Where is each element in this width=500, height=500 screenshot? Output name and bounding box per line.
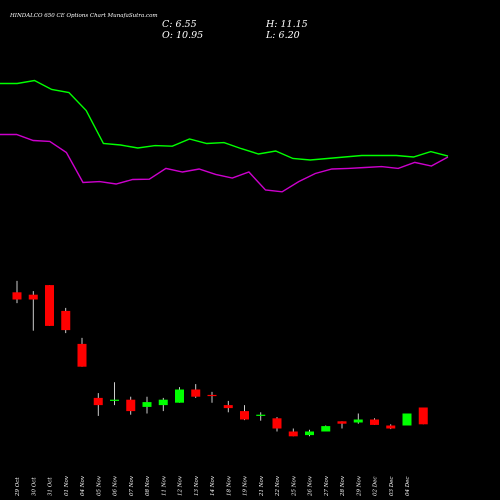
candle-body	[28, 294, 38, 300]
candle	[45, 285, 54, 326]
candle-body	[126, 399, 136, 412]
candle	[191, 384, 201, 398]
candle	[61, 307, 71, 334]
candle-body	[240, 411, 249, 420]
close-value: C: 6.55	[162, 19, 197, 30]
candle-body	[110, 399, 119, 401]
candle	[110, 382, 119, 406]
candle-body	[305, 431, 314, 436]
candle-body	[353, 419, 363, 423]
upper-band-line	[0, 79, 449, 161]
x-tick-label: 04 Nov	[80, 475, 86, 496]
x-tick-label: 05 Nov	[96, 475, 102, 496]
x-tick-label: 12 Nov	[178, 475, 184, 496]
candle-body	[77, 343, 87, 367]
candle	[77, 337, 87, 367]
lower-band-line	[0, 133, 449, 193]
candle	[93, 393, 103, 416]
x-tick-label: 14 Nov	[210, 475, 216, 496]
candle	[386, 424, 396, 430]
candle-body	[288, 431, 298, 437]
candle	[337, 421, 347, 429]
x-tick-label: 27 Nov	[324, 475, 330, 497]
x-tick-label: 13 Nov	[194, 475, 200, 496]
high-value: H: 11.15	[265, 19, 308, 30]
candle	[370, 418, 379, 425]
candle	[418, 407, 428, 425]
candle-body	[12, 292, 22, 300]
candle	[272, 417, 282, 432]
candle-body	[158, 399, 168, 406]
candle	[321, 425, 331, 432]
x-tick-label: 04 Dec	[405, 477, 411, 497]
x-tick-label: 18 Nov	[226, 475, 232, 496]
x-tick-label: 26 Nov	[308, 475, 314, 497]
candle	[12, 280, 22, 304]
x-tick-label: 02 Dec	[373, 477, 379, 497]
candle	[175, 387, 184, 403]
x-tick-label: 29 Nov	[356, 475, 362, 497]
candle	[288, 428, 298, 437]
candle	[402, 413, 412, 426]
candle-body	[142, 402, 152, 407]
x-tick-label: 08 Nov	[145, 475, 151, 496]
candle-body	[93, 397, 103, 406]
x-tick-label: 29 Oct	[15, 477, 21, 497]
x-tick-label: 28 Nov	[340, 475, 346, 497]
chart-title: HINDALCO 650 CE Options Chart MunafaSutr…	[9, 13, 158, 19]
band-lines	[0, 79, 449, 193]
candle-body	[272, 418, 282, 429]
candle	[305, 429, 314, 437]
x-tick-label: 31 Oct	[48, 477, 54, 496]
candle	[207, 391, 217, 403]
x-tick-label: 30 Oct	[31, 477, 37, 496]
x-tick-label: 19 Nov	[243, 475, 249, 496]
candle-body	[61, 310, 71, 331]
x-tick-label: 21 Nov	[259, 475, 265, 497]
candle-body	[207, 394, 217, 397]
x-tick-label: 22 Nov	[275, 475, 281, 497]
x-axis-labels: 29 Oct 30 Oct 31 Oct 01 Nov 04 Nov 05 Nov 06 N…	[15, 475, 411, 497]
x-tick-label: 03 Dec	[389, 477, 395, 497]
candle-body	[402, 413, 412, 426]
x-tick-label: 06 Nov	[113, 475, 119, 496]
candle-body	[321, 426, 331, 432]
low-value: L: 6.20	[265, 30, 300, 41]
candle	[126, 396, 136, 415]
candle-body	[45, 285, 54, 326]
candle	[223, 400, 233, 413]
candle	[353, 413, 363, 424]
candle	[28, 291, 38, 331]
candles	[12, 280, 428, 437]
open-value: O: 10.95	[162, 30, 203, 41]
x-tick-label: 07 Nov	[129, 475, 135, 496]
candle-body	[191, 389, 201, 397]
candle	[256, 412, 266, 421]
candle-body	[418, 407, 428, 425]
candle-body	[256, 414, 266, 416]
candle-body	[175, 389, 184, 403]
candle-body	[337, 421, 347, 424]
x-tick-label: 25 Nov	[291, 475, 297, 497]
candle-body	[386, 425, 396, 429]
candle-body	[223, 405, 233, 409]
candle	[158, 397, 168, 412]
x-tick-label: 01 Nov	[64, 475, 70, 496]
candle-body	[370, 419, 379, 425]
candle	[240, 405, 249, 421]
candle	[142, 396, 152, 414]
x-tick-label: 11 Nov	[161, 475, 167, 496]
